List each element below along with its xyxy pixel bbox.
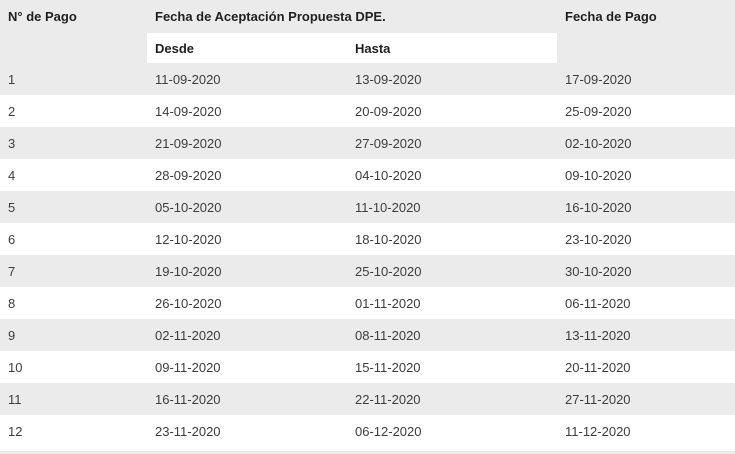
cell-n: 11: [8, 391, 22, 407]
subheader-spacer-left: [0, 33, 147, 63]
column-header-payment-number: N° de Pago: [8, 9, 77, 24]
table-row: 4 28-09-2020 04-10-2020 09-10-2020: [0, 159, 735, 191]
cell-hasta: 22-11-2020: [355, 391, 421, 407]
cell-n: 2: [8, 103, 16, 119]
cell-pago: 17-09-2020: [565, 71, 632, 87]
cell-hasta: 04-10-2020: [355, 167, 422, 183]
cell-desde: 05-10-2020: [155, 199, 222, 215]
cell-n: 6: [8, 231, 16, 247]
cell-desde: 23-11-2020: [155, 423, 221, 439]
cell-hasta: 06-12-2020: [355, 423, 422, 439]
table-row: 3 21-09-2020 27-09-2020 02-10-2020: [0, 127, 735, 159]
column-header-acceptance-group: Fecha de Aceptación Propuesta DPE.: [155, 9, 386, 24]
column-header-payment-date: Fecha de Pago: [565, 9, 657, 24]
table-row: 1 11-09-2020 13-09-2020 17-09-2020: [0, 63, 735, 95]
cell-hasta: 13-09-2020: [355, 71, 422, 87]
cell-pago: 06-11-2020: [565, 295, 631, 311]
cell-n: 12: [8, 423, 23, 439]
cell-n: 9: [8, 327, 16, 343]
cell-desde: 21-09-2020: [155, 135, 222, 151]
cell-desde: 16-11-2020: [155, 391, 221, 407]
cell-desde: 28-09-2020: [155, 167, 222, 183]
table-row: 9 02-11-2020 08-11-2020 13-11-2020: [0, 319, 735, 351]
cell-n: 4: [8, 167, 16, 183]
cell-pago: 09-10-2020: [565, 167, 632, 183]
table-row: 11 16-11-2020 22-11-2020 27-11-2020: [0, 383, 735, 415]
table-row: 8 26-10-2020 01-11-2020 06-11-2020: [0, 287, 735, 319]
table-row: 2 14-09-2020 20-09-2020 25-09-2020: [0, 95, 735, 127]
table-row: 7 19-10-2020 25-10-2020 30-10-2020: [0, 255, 735, 287]
table-header-row: N° de Pago Fecha de Aceptación Propuesta…: [0, 0, 735, 33]
cell-pago: 13-11-2020: [565, 327, 631, 343]
cell-hasta: 11-10-2020: [355, 199, 421, 215]
cell-n: 3: [8, 135, 16, 151]
cell-desde: 19-10-2020: [155, 263, 222, 279]
cell-hasta: 15-11-2020: [355, 359, 421, 375]
table-row: 5 05-10-2020 11-10-2020 16-10-2020: [0, 191, 735, 223]
cell-n: 5: [8, 199, 16, 215]
table-row: 10 09-11-2020 15-11-2020 20-11-2020: [0, 351, 735, 383]
cell-pago: 20-11-2020: [565, 359, 631, 375]
cell-desde: 02-11-2020: [155, 327, 221, 343]
cell-hasta: 25-10-2020: [355, 263, 422, 279]
cell-pago: 16-10-2020: [565, 199, 632, 215]
column-header-from: Desde: [147, 33, 347, 63]
cell-hasta: 08-11-2020: [355, 327, 421, 343]
cell-desde: 14-09-2020: [155, 103, 222, 119]
cell-hasta: 20-09-2020: [355, 103, 422, 119]
bottom-stripe: [0, 451, 735, 454]
cell-hasta: 18-10-2020: [355, 231, 422, 247]
table-row: 6 12-10-2020 18-10-2020 23-10-2020: [0, 223, 735, 255]
cell-n: 8: [8, 295, 16, 311]
cell-pago: 23-10-2020: [565, 231, 632, 247]
cell-pago: 30-10-2020: [565, 263, 632, 279]
table-body: 1 11-09-2020 13-09-2020 17-09-2020 2 14-09-20…: [0, 63, 735, 447]
cell-pago: 25-09-2020: [565, 103, 632, 119]
cell-pago: 02-10-2020: [565, 135, 632, 151]
cell-desde: 12-10-2020: [155, 231, 222, 247]
cell-pago: 27-11-2020: [565, 391, 631, 407]
cell-desde: 26-10-2020: [155, 295, 222, 311]
cell-hasta: 27-09-2020: [355, 135, 422, 151]
cell-hasta: 01-11-2020: [355, 295, 421, 311]
cell-desde: 09-11-2020: [155, 359, 221, 375]
cell-desde: 11-09-2020: [155, 71, 221, 87]
table-subheader-row: Desde Hasta: [0, 33, 735, 63]
subheader-spacer-right: [557, 33, 735, 63]
table-row: 12 23-11-2020 06-12-2020 11-12-2020: [0, 415, 735, 447]
cell-pago: 11-12-2020: [565, 423, 631, 439]
cell-n: 7: [8, 263, 16, 279]
cell-n: 1: [8, 71, 16, 87]
column-header-to: Hasta: [347, 33, 557, 63]
cell-n: 10: [8, 359, 23, 375]
